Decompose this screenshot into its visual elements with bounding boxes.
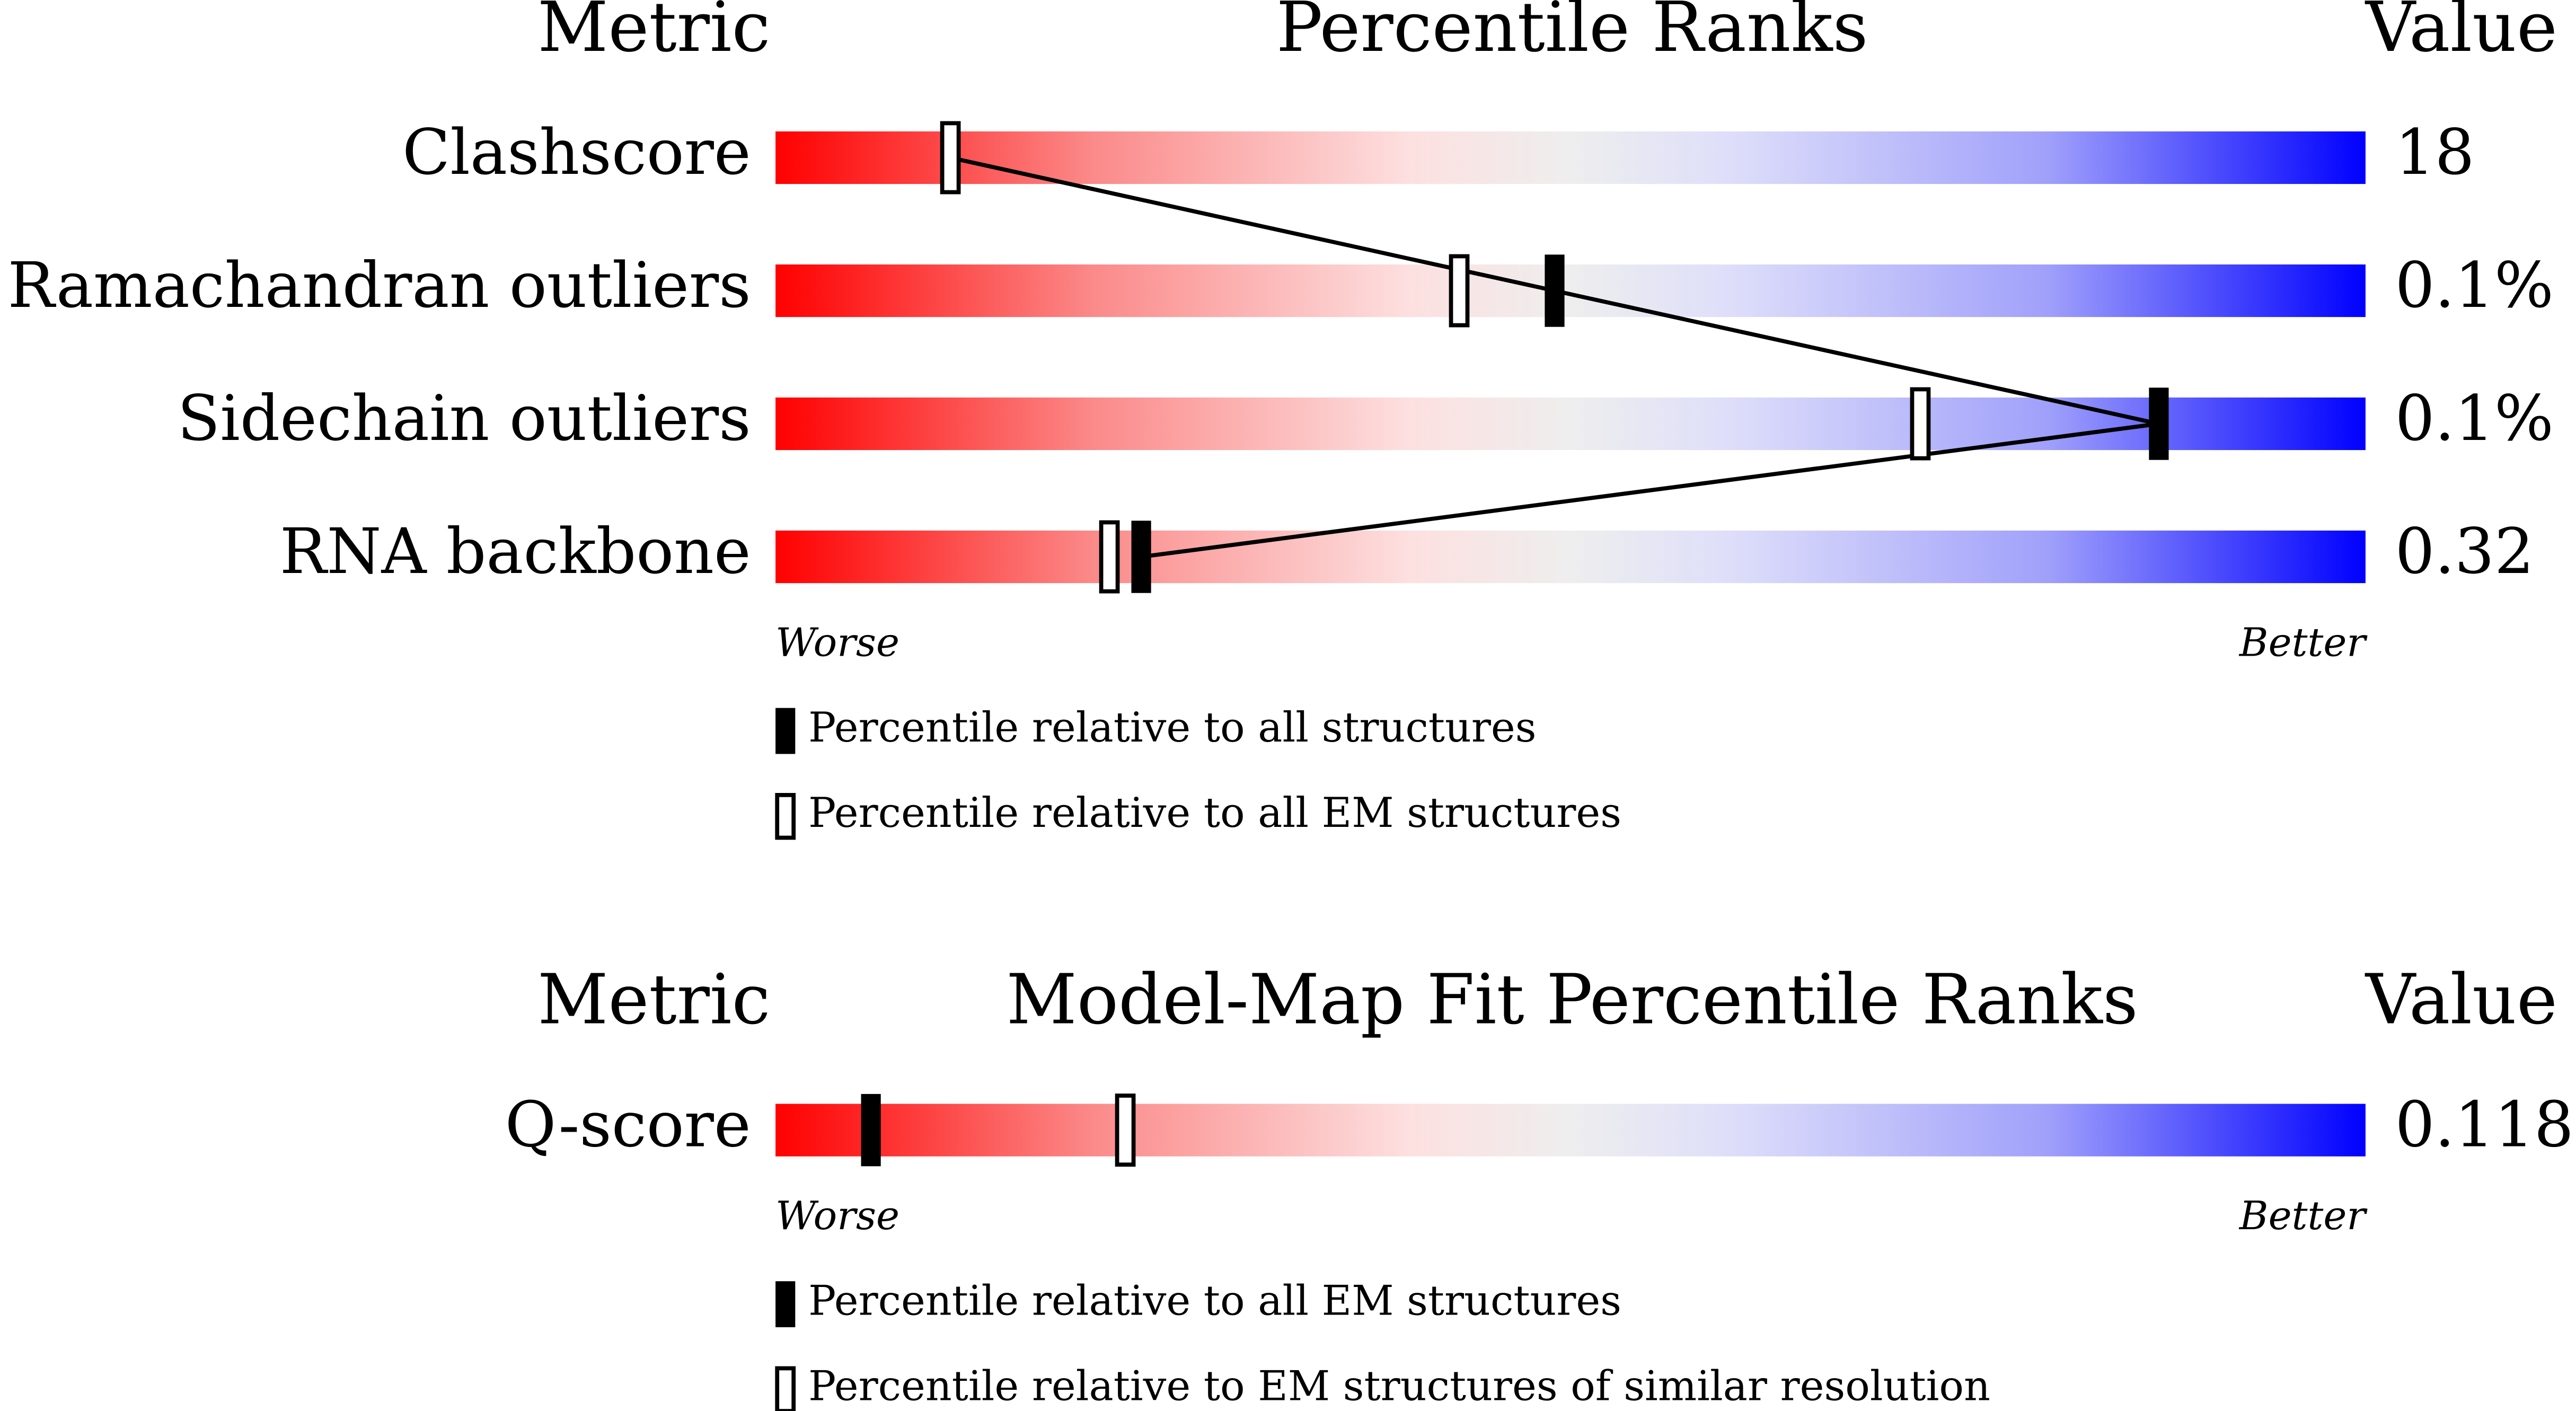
metric-header: Metric	[537, 0, 770, 67]
value-header: Value	[2365, 0, 2557, 67]
marker-open	[1115, 1093, 1136, 1167]
marker-filled	[1545, 254, 1565, 327]
connector-line	[950, 155, 2159, 559]
value-label: 0.32	[2395, 515, 2534, 588]
marker-open	[1910, 387, 1931, 461]
better-label: Better	[2238, 1193, 2368, 1239]
legend-swatch-open	[775, 793, 796, 840]
metric-label: RNA backbone	[280, 515, 751, 588]
chart-title: Percentile Ranks	[1276, 0, 1868, 67]
metric-label: Q-score	[505, 1089, 751, 1161]
value-label: 0.1%	[2395, 249, 2554, 322]
legend-label: Percentile relative to all EM structures	[808, 1277, 1621, 1325]
marker-filled	[861, 1093, 881, 1167]
percentile-bar	[775, 264, 2366, 318]
value-label: 18	[2395, 116, 2475, 189]
metric-label: Clashscore	[402, 116, 751, 189]
chart-title: Model-Map Fit Percentile Ranks	[1006, 959, 2138, 1040]
marker-filled	[1131, 521, 1151, 593]
marker-open	[1099, 520, 1120, 594]
value-label: 0.118	[2395, 1089, 2574, 1161]
percentile-bar	[775, 131, 2366, 184]
metric-label: Sidechain outliers	[178, 382, 751, 455]
legend-label: Percentile relative to all EM structures	[808, 789, 1621, 837]
legend-label: Percentile relative to all structures	[808, 704, 1536, 752]
metric-header: Metric	[537, 959, 770, 1040]
marker-open	[940, 121, 961, 195]
better-label: Better	[2238, 619, 2368, 665]
value-label: 0.1%	[2395, 382, 2554, 455]
worse-label: Worse	[775, 619, 899, 665]
legend-label: Percentile relative to EM structures of …	[808, 1363, 1990, 1410]
percentile-bar	[775, 530, 2366, 584]
percentile-bar	[775, 1104, 2366, 1157]
worse-label: Worse	[775, 1193, 899, 1239]
marker-open	[1449, 254, 1470, 328]
percentile-bar	[775, 397, 2366, 451]
metric-label: Ramachandran outliers	[8, 249, 751, 322]
legend-swatch-filled	[775, 708, 796, 754]
value-header: Value	[2365, 959, 2557, 1040]
legend-swatch-open	[775, 1366, 796, 1411]
marker-filled	[2149, 387, 2169, 460]
legend-swatch-filled	[775, 1281, 796, 1327]
